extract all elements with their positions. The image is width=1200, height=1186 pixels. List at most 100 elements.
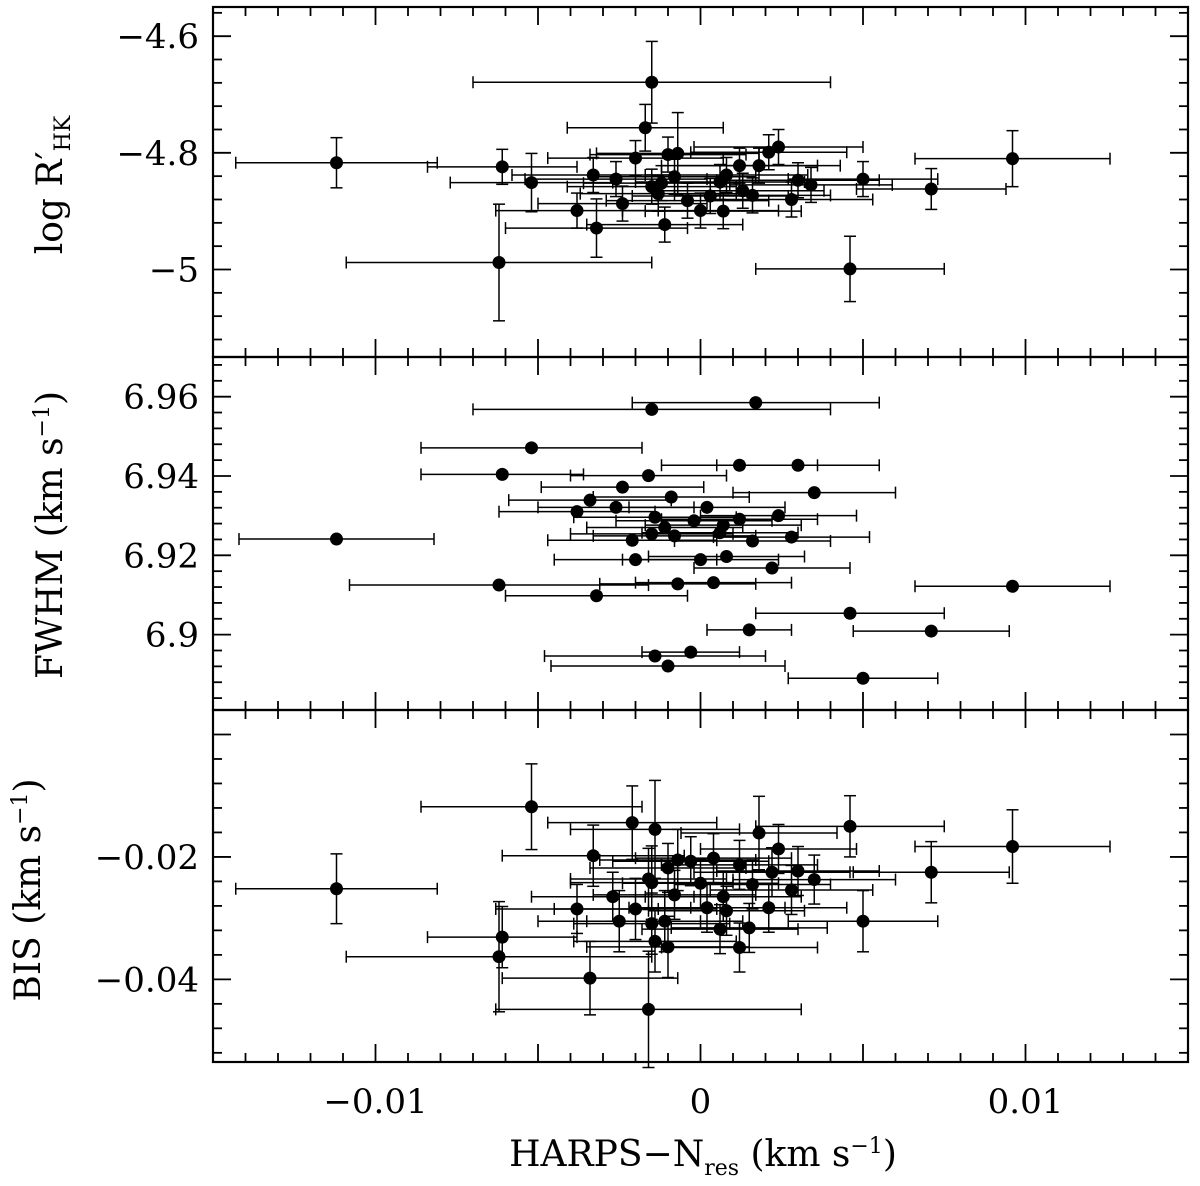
marker bbox=[765, 865, 779, 879]
marker bbox=[583, 971, 597, 985]
data-point bbox=[641, 903, 799, 955]
marker bbox=[843, 819, 857, 833]
data-point bbox=[852, 840, 1010, 904]
data-point bbox=[693, 128, 864, 166]
data-point bbox=[615, 514, 773, 528]
marker bbox=[742, 623, 756, 637]
marker bbox=[791, 864, 805, 878]
data-point bbox=[345, 900, 653, 1013]
data-point bbox=[547, 139, 724, 177]
marker bbox=[772, 842, 785, 856]
marker bbox=[330, 156, 343, 170]
marker bbox=[586, 849, 600, 863]
marker bbox=[924, 624, 938, 638]
x-tick-label: 0.01 bbox=[988, 1082, 1064, 1122]
marker bbox=[687, 514, 701, 528]
data-point bbox=[716, 162, 880, 199]
data-point bbox=[693, 561, 851, 575]
marker bbox=[590, 589, 603, 603]
marker bbox=[664, 490, 678, 504]
data-point bbox=[690, 134, 848, 171]
data-point bbox=[501, 824, 685, 888]
panel-bis: −0.02 −0.04 −0.01 0 0.01 bbox=[95, 708, 1190, 1122]
marker bbox=[716, 518, 730, 532]
y-tick-label: −0.02 bbox=[95, 838, 199, 878]
data-point bbox=[647, 550, 806, 564]
data-point bbox=[712, 530, 871, 544]
data-point bbox=[755, 235, 945, 303]
marker bbox=[330, 882, 343, 896]
data-point bbox=[573, 510, 737, 524]
data-point bbox=[680, 795, 838, 871]
data-point bbox=[547, 785, 718, 861]
marker bbox=[791, 173, 805, 187]
y-tick-label: −4.6 bbox=[116, 17, 199, 57]
marker bbox=[671, 146, 685, 160]
y-tick-label: 6.9 bbox=[145, 616, 199, 656]
marker bbox=[609, 172, 623, 186]
marker bbox=[525, 176, 538, 190]
data-point bbox=[855, 167, 1007, 211]
marker bbox=[525, 800, 538, 814]
marker bbox=[707, 576, 720, 590]
data-point bbox=[660, 512, 819, 526]
xlabel-harps-n-res: HARPS−Nres (km s−1) bbox=[509, 1134, 897, 1181]
data-point bbox=[345, 203, 653, 322]
marker bbox=[733, 941, 746, 955]
marker bbox=[671, 577, 685, 591]
data-point bbox=[706, 623, 793, 637]
data-point bbox=[787, 160, 939, 198]
marker bbox=[856, 671, 870, 685]
marker bbox=[707, 851, 720, 865]
marker bbox=[843, 262, 857, 276]
marker bbox=[733, 512, 746, 526]
marker bbox=[642, 469, 655, 483]
data-point bbox=[852, 624, 1010, 638]
data-point bbox=[540, 480, 705, 494]
marker bbox=[625, 816, 639, 830]
marker bbox=[752, 826, 766, 840]
data-point bbox=[348, 578, 650, 592]
data-point bbox=[644, 518, 802, 532]
marker bbox=[648, 934, 662, 948]
marker bbox=[720, 550, 733, 564]
marker bbox=[330, 532, 343, 546]
marker bbox=[648, 822, 662, 836]
marker bbox=[684, 854, 698, 868]
y-tick-label: −5 bbox=[149, 251, 199, 291]
marker bbox=[716, 890, 730, 904]
marker bbox=[616, 480, 629, 494]
data-point bbox=[732, 486, 897, 500]
marker bbox=[583, 493, 597, 507]
marker bbox=[609, 500, 623, 514]
marker bbox=[495, 930, 509, 944]
marker bbox=[492, 256, 506, 269]
data-point bbox=[495, 950, 802, 1069]
panel-fwhm: 6.96 6.94 6.92 6.9 bbox=[123, 355, 1190, 712]
y-tick-label: 6.92 bbox=[123, 536, 199, 576]
data-point bbox=[569, 469, 728, 483]
data-point bbox=[235, 853, 438, 925]
marker bbox=[772, 140, 785, 154]
data-point bbox=[508, 493, 672, 507]
marker bbox=[720, 904, 733, 918]
data-point bbox=[504, 589, 689, 603]
data-point bbox=[673, 177, 832, 214]
marker bbox=[772, 509, 785, 523]
marker bbox=[492, 950, 506, 964]
marker bbox=[694, 876, 707, 890]
data-point bbox=[673, 859, 832, 910]
data-point bbox=[566, 103, 724, 152]
data-point bbox=[755, 606, 945, 620]
data-point bbox=[660, 172, 825, 209]
data-point bbox=[599, 828, 757, 892]
data-point bbox=[914, 809, 1111, 884]
data-point bbox=[621, 553, 780, 567]
marker bbox=[742, 921, 756, 935]
data-point bbox=[699, 823, 858, 875]
data-point bbox=[472, 40, 832, 124]
marker bbox=[625, 533, 639, 547]
marker bbox=[661, 148, 675, 162]
marker bbox=[700, 500, 714, 514]
marker bbox=[655, 176, 668, 190]
